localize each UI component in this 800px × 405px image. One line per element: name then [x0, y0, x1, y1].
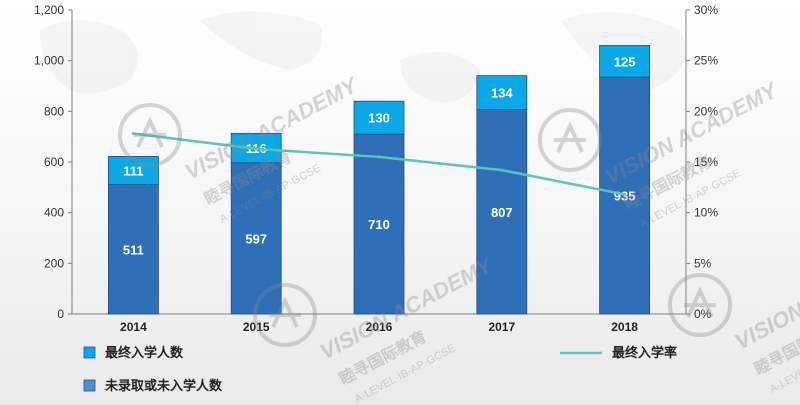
watermark-brand: VISION ACADEMY — [731, 242, 800, 355]
watermark-logo-ring — [118, 103, 182, 167]
rate-point — [254, 147, 258, 151]
legend-label-enrolled: 最终入学人数 — [105, 345, 184, 360]
background-map — [40, 11, 686, 102]
y-tick-label: 1,200 — [34, 3, 64, 17]
y2-tick-label: 30% — [694, 3, 718, 17]
rate-point — [623, 192, 627, 196]
watermark-logo-mark — [134, 116, 166, 148]
data-label-not-enrolled: 511 — [123, 242, 144, 257]
data-label-enrolled: 125 — [614, 54, 636, 69]
y-tick-label: 800 — [44, 104, 64, 118]
watermarks: VISION ACADEMY睦寻国际教育A·LEVEL·IB·AP·GCSEVI… — [118, 72, 800, 405]
x-tick-label: 2018 — [611, 320, 638, 334]
bar-enrolled — [108, 156, 159, 185]
watermark-logo-ring — [668, 273, 732, 337]
bar-not-enrolled — [353, 133, 405, 315]
data-label-enrolled: 111 — [123, 163, 143, 178]
y2-tick-label: 25% — [694, 54, 718, 68]
bar-not-enrolled — [108, 184, 159, 315]
legend: 最终入学人数 未录取或未入学人数 最终入学率 — [83, 345, 677, 393]
data-label-not-enrolled: 710 — [368, 217, 390, 232]
rate-point — [377, 155, 381, 159]
y-tick-label: 200 — [44, 256, 64, 270]
x-tick-label: 2017 — [488, 320, 515, 334]
y-tick-label: 1,000 — [34, 54, 64, 68]
legend-swatch-not-enrolled — [83, 379, 96, 392]
legend-label-not-enrolled: 未录取或未入学人数 — [104, 378, 223, 393]
watermark-logo-mark — [269, 296, 301, 328]
y2-tick-label: 5% — [694, 256, 712, 270]
legend-label-rate: 最终入学率 — [612, 345, 677, 360]
bar-enrolled — [353, 100, 405, 135]
bar-not-enrolled — [476, 109, 528, 315]
y2-tick-label: 10% — [694, 206, 718, 220]
x-tick-label: 2016 — [366, 320, 393, 334]
bar-enrolled — [476, 75, 528, 110]
y2-axis-ticks: 0% 5% 10% 15% 20% 25% 30% — [686, 3, 718, 321]
rate-point — [500, 168, 504, 172]
data-label-not-enrolled: 807 — [491, 205, 513, 220]
watermark-logo-mark — [554, 121, 586, 153]
y-tick-label: 0 — [57, 307, 64, 321]
category-labels: 2014 2015 2016 2017 2018 — [120, 320, 638, 334]
watermark-logo-mark — [684, 286, 716, 318]
y2-tick-label: 15% — [694, 155, 718, 169]
rate-line — [131, 132, 627, 196]
x-tick-label: 2014 — [120, 320, 147, 334]
y-axis-ticks: 0 200 400 600 800 1,000 1,200 — [34, 3, 72, 321]
data-label-not-enrolled: 597 — [245, 231, 267, 246]
y2-tick-label: 20% — [694, 104, 718, 118]
x-tick-label: 2015 — [243, 320, 270, 334]
bar-not-enrolled — [230, 162, 282, 315]
y2-tick-label: 0% — [694, 307, 712, 321]
watermark-logo-ring — [253, 283, 317, 347]
watermark-logo-ring — [538, 108, 602, 172]
legend-swatch-enrolled — [83, 346, 96, 359]
y-tick-label: 400 — [44, 206, 64, 220]
data-label-enrolled: 130 — [368, 111, 390, 126]
bar-enrolled — [599, 45, 650, 78]
data-label-enrolled: 134 — [491, 86, 513, 101]
y-tick-label: 600 — [44, 155, 64, 169]
rate-point — [131, 132, 135, 136]
